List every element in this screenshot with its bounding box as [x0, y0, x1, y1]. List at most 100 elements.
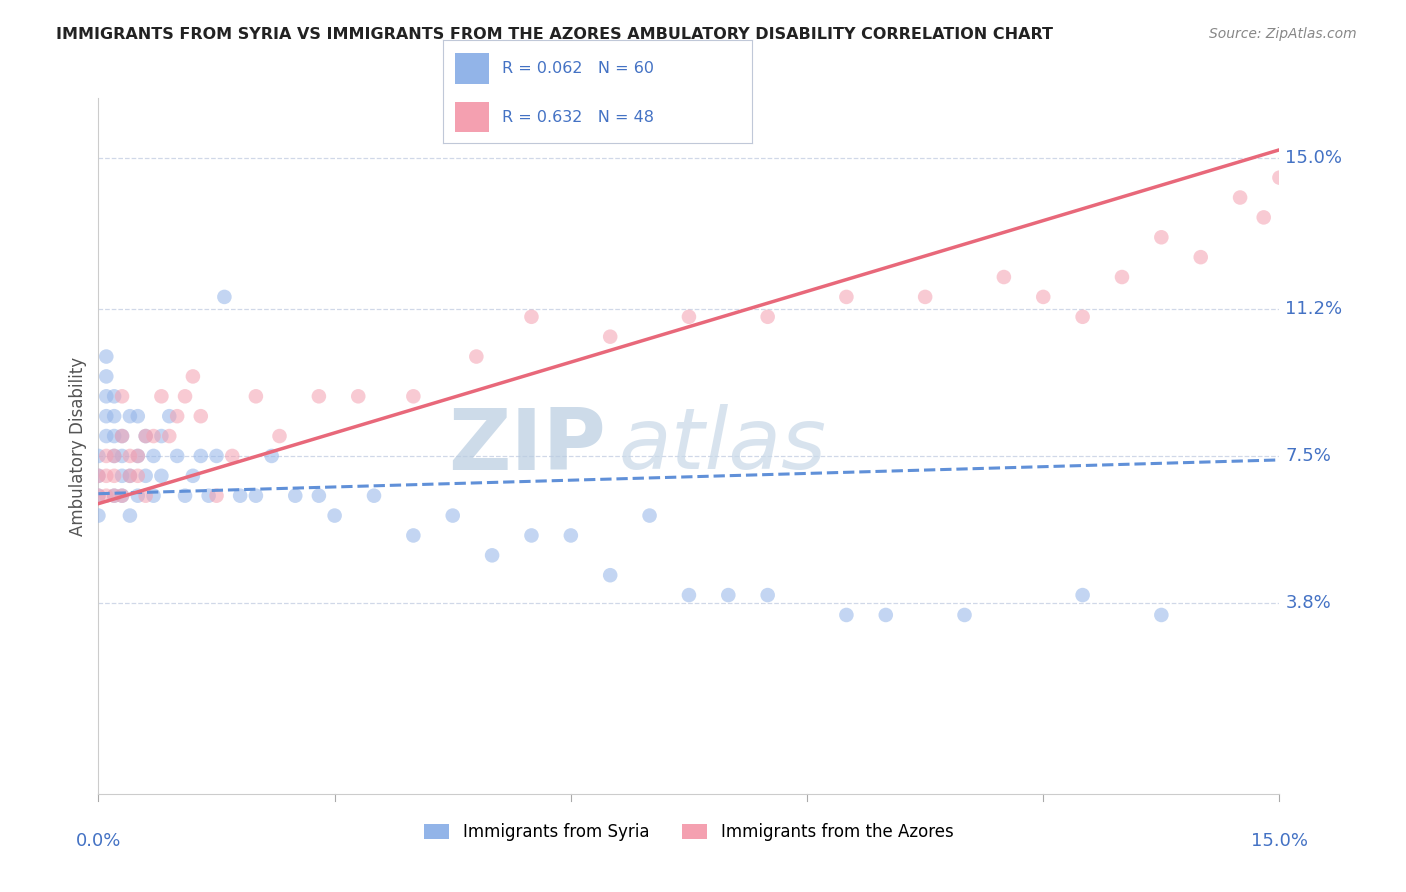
Point [323, 508, 346, 523]
Point [993, 270, 1015, 285]
Point [190, 449, 212, 463]
Point [638, 508, 661, 523]
Point [214, 290, 236, 304]
Point [284, 489, 307, 503]
Point [1229, 190, 1251, 204]
Point [150, 468, 173, 483]
Legend: Immigrants from Syria, Immigrants from the Azores: Immigrants from Syria, Immigrants from t… [418, 817, 960, 848]
Point [269, 429, 291, 443]
Point [103, 409, 125, 424]
Point [127, 468, 149, 483]
Point [103, 489, 125, 503]
Point [135, 468, 157, 483]
Point [599, 568, 621, 582]
Point [96, 369, 118, 384]
Point [127, 449, 149, 463]
Point [87, 489, 110, 503]
Point [111, 489, 134, 503]
Point [465, 350, 488, 364]
Point [308, 489, 330, 503]
Point [441, 508, 464, 523]
Point [111, 489, 134, 503]
Point [1032, 290, 1054, 304]
Point [402, 528, 425, 542]
Point [875, 607, 897, 622]
Point [174, 489, 197, 503]
Point [190, 409, 212, 424]
Point [347, 389, 370, 403]
Text: 15.0%: 15.0% [1251, 832, 1308, 850]
Point [520, 528, 543, 542]
Point [118, 449, 141, 463]
Point [1071, 588, 1094, 602]
Point [402, 389, 425, 403]
Point [142, 489, 165, 503]
Point [96, 350, 118, 364]
Text: 3.8%: 3.8% [1285, 594, 1331, 612]
Point [87, 449, 110, 463]
Point [1268, 170, 1291, 185]
Point [118, 409, 141, 424]
Point [245, 489, 267, 503]
Point [135, 429, 157, 443]
Point [1284, 190, 1306, 204]
Point [560, 528, 582, 542]
Point [1111, 270, 1133, 285]
Text: 15.0%: 15.0% [1285, 149, 1343, 167]
Point [756, 588, 779, 602]
Point [678, 588, 700, 602]
Point [953, 607, 976, 622]
Point [756, 310, 779, 324]
Point [111, 429, 134, 443]
Point [111, 449, 134, 463]
Point [103, 429, 125, 443]
Point [1071, 310, 1094, 324]
Point [96, 468, 118, 483]
FancyBboxPatch shape [456, 102, 489, 132]
Point [150, 429, 173, 443]
Point [481, 549, 503, 563]
Point [363, 489, 385, 503]
Point [717, 588, 740, 602]
Text: R = 0.062   N = 60: R = 0.062 N = 60 [502, 62, 654, 77]
Point [96, 429, 118, 443]
Point [96, 489, 118, 503]
Text: Source: ZipAtlas.com: Source: ZipAtlas.com [1209, 27, 1357, 41]
Point [678, 310, 700, 324]
Text: 11.2%: 11.2% [1285, 300, 1343, 318]
Point [87, 468, 110, 483]
Point [1253, 211, 1275, 225]
Text: 0.0%: 0.0% [76, 832, 121, 850]
Point [118, 508, 141, 523]
Point [96, 409, 118, 424]
Point [96, 449, 118, 463]
Text: atlas: atlas [619, 404, 827, 488]
Point [96, 389, 118, 403]
Point [221, 449, 243, 463]
Point [127, 409, 149, 424]
Point [127, 449, 149, 463]
Point [135, 489, 157, 503]
Point [245, 389, 267, 403]
Point [142, 429, 165, 443]
Point [118, 468, 141, 483]
Point [308, 389, 330, 403]
Point [1150, 607, 1173, 622]
Point [229, 489, 252, 503]
Point [87, 489, 110, 503]
Point [103, 449, 125, 463]
Point [914, 290, 936, 304]
FancyBboxPatch shape [456, 54, 489, 84]
Point [599, 329, 621, 343]
Point [835, 607, 858, 622]
Point [157, 409, 180, 424]
Point [150, 389, 173, 403]
Point [142, 449, 165, 463]
Point [103, 449, 125, 463]
Point [835, 290, 858, 304]
Text: 7.5%: 7.5% [1285, 447, 1331, 465]
Point [103, 489, 125, 503]
Point [87, 508, 110, 523]
Point [111, 468, 134, 483]
Point [111, 429, 134, 443]
